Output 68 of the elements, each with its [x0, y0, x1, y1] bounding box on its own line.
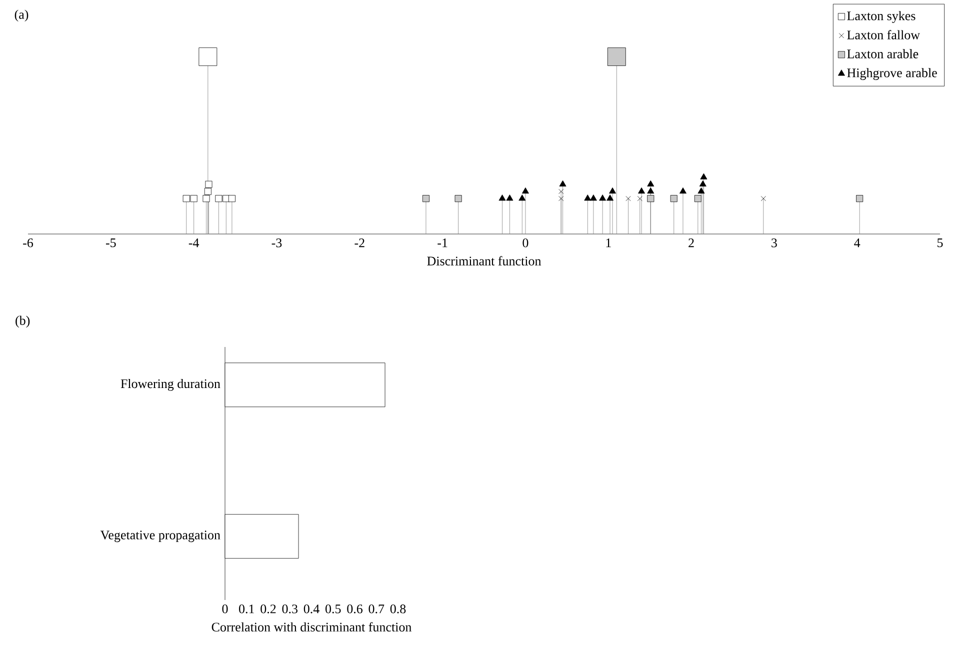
x-tick-label: 0.3 [282, 604, 298, 614]
x-tick-label: 1 [606, 238, 611, 248]
point [599, 194, 606, 201]
point [698, 187, 705, 194]
point [454, 195, 462, 202]
point [228, 195, 236, 202]
x-tick-label: -2 [354, 238, 364, 248]
point [204, 188, 212, 195]
point [606, 194, 614, 201]
x-axis-title: Correlation with discriminant function [212, 622, 412, 632]
x-tick-label: 5 [938, 238, 943, 248]
x-tick-label: 3 [772, 238, 777, 248]
y-tick-label: Flowering duration [120, 378, 220, 391]
point [205, 180, 212, 188]
x-tick-label: -3 [272, 238, 282, 248]
point [422, 195, 430, 202]
point [626, 196, 631, 202]
point [638, 187, 646, 194]
point [700, 173, 708, 180]
point [198, 48, 218, 66]
point [558, 188, 564, 194]
legend-label: Laxton sykes [847, 11, 916, 23]
point [699, 180, 706, 186]
point [607, 48, 626, 66]
x-tick-label: 0 [222, 604, 228, 614]
point [558, 196, 564, 202]
x-tick-label: 0.5 [326, 604, 341, 614]
x-tick-label: 0.4 [304, 604, 320, 614]
point [694, 195, 702, 202]
x-tick-label: -5 [106, 238, 116, 248]
x-tick-label: 4 [854, 238, 860, 248]
y-tick-label: Vegetative propagation [100, 530, 220, 542]
point [518, 194, 526, 201]
point [647, 180, 654, 186]
point [590, 194, 597, 201]
x-tick-label: 0.1 [239, 604, 254, 614]
point [182, 195, 190, 202]
point [647, 195, 654, 202]
x-tick-label: 0.8 [390, 604, 406, 614]
point [202, 195, 210, 202]
x-tick-label: 2 [688, 238, 694, 248]
point [559, 180, 566, 186]
x-tick-label: 0 [522, 238, 528, 248]
point [679, 187, 686, 194]
point [506, 194, 514, 201]
legend-label: Laxton arable [847, 49, 918, 58]
x-tick-label: -4 [188, 238, 200, 248]
point [522, 187, 529, 194]
chart-title: (a) [14, 10, 28, 22]
x-tick-label: -1 [438, 238, 448, 248]
legend-label: Laxton fallow [847, 30, 920, 40]
x-tick-label: -6 [23, 238, 34, 248]
x-tick-label: 0.2 [260, 604, 276, 614]
point [609, 187, 616, 194]
point [190, 195, 198, 202]
x-axis-title: Discriminant function [427, 256, 542, 266]
point [647, 187, 654, 194]
legend-label: Highgrove arable [847, 68, 937, 80]
x-tick-label: 0.7 [368, 604, 384, 614]
point [498, 194, 506, 201]
point [760, 196, 766, 202]
point [670, 195, 678, 202]
point [856, 195, 864, 202]
x-tick-label: 0.6 [347, 604, 362, 614]
text: (b) [16, 316, 30, 328]
point [584, 194, 592, 201]
point [637, 196, 642, 202]
point [215, 195, 222, 202]
